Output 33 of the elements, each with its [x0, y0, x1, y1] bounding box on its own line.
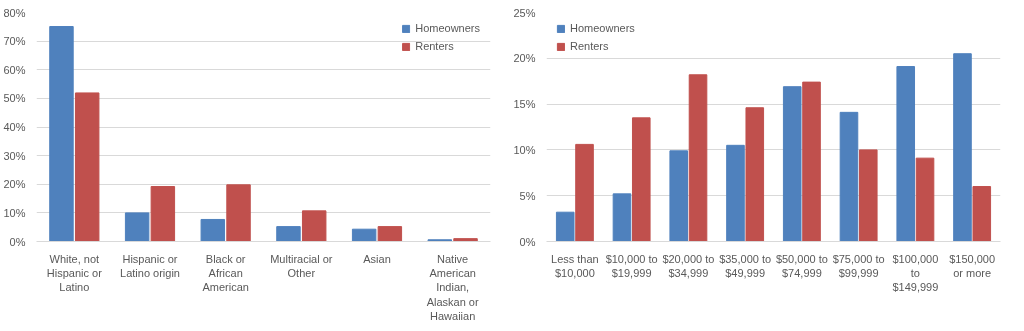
legend-label: Homeowners — [570, 22, 635, 34]
x-tick-label: Native American Indian, Alaskan or Hawaiian — [426, 252, 479, 323]
y-tick-label: 40% — [3, 121, 26, 133]
y-tick-label: 20% — [3, 178, 26, 191]
legend-label: Homeowners — [415, 22, 480, 34]
x-tick-label: $20,000 to $34,999 — [662, 252, 715, 279]
x-tick-label: $35,000 to $49,999 — [719, 252, 772, 279]
y-tick-label: 70% — [3, 35, 26, 48]
y-tick-label: 25% — [513, 6, 536, 19]
x-tick-label: Multiracial or Other — [270, 252, 333, 279]
y-tick-label: 5% — [519, 189, 536, 202]
x-tick-label: White, not Hispanic or Latino — [46, 252, 103, 294]
y-tick-label: 15% — [513, 98, 536, 111]
x-tick-label: Black or African American — [202, 252, 249, 294]
x-tick-label: $150,000 or more — [949, 252, 996, 279]
legend-label: Renters — [570, 40, 609, 52]
y-tick-label: 0% — [9, 235, 26, 248]
y-tick-label: 50% — [3, 92, 26, 105]
y-tick-label: 10% — [3, 206, 26, 219]
x-tick-label: $50,000 to $74,999 — [775, 252, 828, 279]
x-tick-label: $100,000 to $149,999 — [892, 252, 939, 294]
x-tick-label: Less than $10,000 — [551, 252, 599, 279]
y-tick-label: 20% — [513, 52, 536, 65]
y-tick-label: 80% — [3, 6, 26, 19]
legend-label: Renters — [415, 40, 454, 52]
x-tick-label: $10,000 to $19,999 — [605, 252, 658, 279]
x-tick-label: $75,000 to $99,999 — [832, 252, 885, 279]
x-tick-label: Hispanic or Latino origin — [120, 252, 180, 279]
y-tick-label: 10% — [513, 143, 536, 156]
x-tick-label: Asian — [363, 252, 391, 265]
y-tick-label: 60% — [3, 63, 26, 76]
y-tick-label: 0% — [519, 235, 536, 248]
y-tick-label: 30% — [3, 149, 26, 162]
